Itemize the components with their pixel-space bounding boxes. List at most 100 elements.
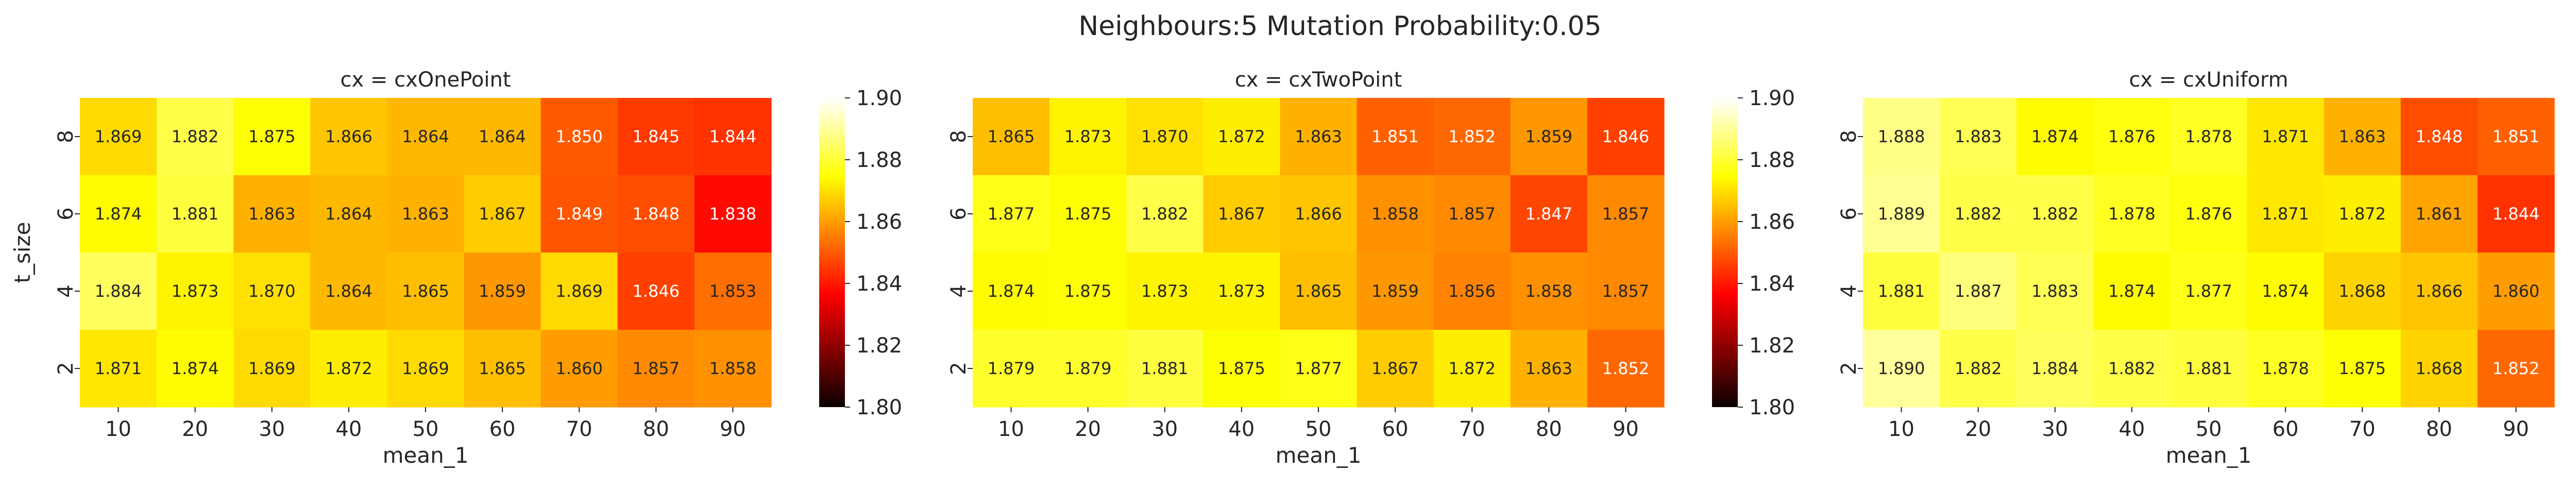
- panel-title: cx = cxOnePoint: [340, 68, 511, 92]
- y-tick-label: 8: [54, 130, 78, 143]
- cell-value-label: 1.883: [2031, 281, 2079, 301]
- colorbar-tick-label: 1.86: [1749, 210, 1795, 234]
- cell-value-label: 1.882: [1955, 359, 2002, 378]
- cell-value-label: 1.869: [248, 359, 296, 378]
- cell-value-label: 1.864: [325, 281, 372, 301]
- cell-value-label: 1.859: [479, 281, 526, 301]
- cell-value-label: 1.872: [1218, 127, 1265, 146]
- heatmap-cell: [1203, 175, 1281, 253]
- cell-value-label: 1.866: [1295, 204, 1342, 224]
- cell-value-label: 1.873: [1064, 127, 1112, 146]
- cell-value-label: 1.860: [2493, 281, 2540, 301]
- x-tick-label: 30: [2042, 417, 2068, 441]
- cell-value-label: 1.858: [1371, 204, 1419, 224]
- heatmap-cell: [387, 330, 465, 408]
- cell-value-label: 1.857: [1602, 204, 1650, 224]
- heatmap-cell: [2016, 98, 2094, 176]
- cell-value-label: 1.863: [1526, 359, 1573, 378]
- heatmap-cell: [1357, 98, 1434, 176]
- cell-value-label: 1.848: [633, 204, 680, 224]
- cell-value-label: 1.875: [1218, 359, 1265, 378]
- cell-value-label: 1.865: [1295, 281, 1342, 301]
- cell-value-label: 1.881: [1878, 281, 1925, 301]
- heatmap-cell: [1510, 98, 1588, 176]
- heatmap-cell: [2170, 330, 2248, 408]
- heatmap-cell: [2247, 98, 2325, 176]
- heatmap-cell: [2093, 175, 2171, 253]
- heatmap-cell: [1940, 98, 2017, 176]
- heatmap-cell: [1203, 330, 1281, 408]
- cell-value-label: 1.889: [1878, 204, 1925, 224]
- cell-value-label: 1.877: [1295, 359, 1342, 378]
- x-tick-label: 10: [998, 417, 1024, 441]
- cell-value-label: 1.872: [1448, 359, 1496, 378]
- x-tick-label: 50: [413, 417, 439, 441]
- x-tick-label: 50: [2196, 417, 2222, 441]
- colorbar-tick-label: 1.88: [856, 148, 902, 172]
- cell-value-label: 1.850: [555, 127, 603, 146]
- colorbar-tick-label: 1.90: [1749, 87, 1795, 110]
- cell-value-label: 1.873: [1141, 281, 1189, 301]
- heatmap-cell: [540, 175, 618, 253]
- colorbar-tick-label: 1.84: [856, 272, 902, 296]
- heatmap-cell: [310, 98, 388, 176]
- cell-value-label: 1.875: [248, 127, 296, 146]
- cell-value-label: 1.865: [479, 359, 526, 378]
- y-tick-label: 4: [947, 284, 971, 297]
- heatmap-cell: [1863, 253, 1940, 330]
- cell-value-label: 1.869: [95, 127, 142, 146]
- cell-value-label: 1.863: [1295, 127, 1342, 146]
- cell-value-label: 1.874: [172, 359, 219, 378]
- cell-value-label: 1.852: [1602, 359, 1650, 378]
- heatmap-cell: [464, 330, 541, 408]
- y-tick-label: 2: [947, 362, 971, 375]
- cell-value-label: 1.863: [248, 204, 296, 224]
- heatmap-cell: [1126, 330, 1204, 408]
- heatmap-cell: [2400, 330, 2478, 408]
- heatmap-cell: [1433, 253, 1511, 330]
- cell-value-label: 1.879: [988, 359, 1035, 378]
- cell-value-label: 1.874: [95, 204, 142, 224]
- heatmap-cell: [2400, 175, 2478, 253]
- x-tick-label: 30: [259, 417, 285, 441]
- cell-value-label: 1.875: [1064, 204, 1112, 224]
- cell-value-label: 1.882: [1141, 204, 1189, 224]
- cell-value-label: 1.874: [2108, 281, 2156, 301]
- heatmap-cell: [2324, 98, 2401, 176]
- y-tick-label: 8: [947, 130, 971, 143]
- y-axis-label: t_size: [10, 222, 35, 283]
- cell-value-label: 1.865: [988, 127, 1035, 146]
- heatmap-cell: [2247, 175, 2325, 253]
- y-tick-label: 6: [54, 207, 78, 220]
- heatmap-cell: [1049, 175, 1127, 253]
- cell-value-label: 1.857: [633, 359, 680, 378]
- x-axis-label: mean_1: [1276, 443, 1362, 468]
- cell-value-label: 1.846: [1602, 127, 1650, 146]
- heatmap-cell: [157, 330, 234, 408]
- heatmap-cell: [2477, 253, 2555, 330]
- heatmap-cell: [464, 98, 541, 176]
- heatmap-cell: [2016, 175, 2094, 253]
- cell-value-label: 1.857: [1602, 281, 1650, 301]
- panel-title: cx = cxUniform: [2129, 68, 2288, 92]
- x-tick-label: 10: [105, 417, 131, 441]
- heatmap-cell: [1863, 175, 1940, 253]
- heatmap-cell: [617, 330, 695, 408]
- cell-value-label: 1.872: [2338, 204, 2386, 224]
- cell-value-label: 1.882: [172, 127, 219, 146]
- heatmap-cell: [2170, 175, 2248, 253]
- cell-value-label: 1.874: [2262, 281, 2309, 301]
- x-tick-label: 60: [489, 417, 516, 441]
- heatmap-cell: [157, 175, 234, 253]
- x-tick-label: 70: [566, 417, 592, 441]
- cell-value-label: 1.869: [555, 281, 603, 301]
- heatmap-cell: [1280, 330, 1358, 408]
- heatmap-cell: [617, 253, 695, 330]
- heatmap-cell: [1126, 175, 1204, 253]
- heatmap-cell: [1510, 330, 1588, 408]
- heatmap-cell: [540, 253, 618, 330]
- heatmap-cell: [2016, 253, 2094, 330]
- cell-value-label: 1.875: [2338, 359, 2386, 378]
- cell-value-label: 1.847: [1526, 204, 1573, 224]
